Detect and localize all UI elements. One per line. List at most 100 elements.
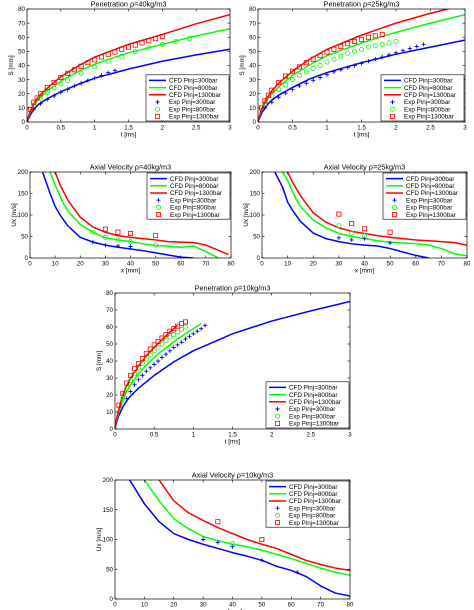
x-tick-label: 40 — [229, 602, 236, 609]
y-tick-label: 20 — [106, 392, 113, 399]
series-line-3 — [258, 9, 451, 122]
data-point-6 — [38, 91, 44, 97]
x-tick-label: 70 — [317, 602, 324, 609]
series-line-2 — [143, 480, 350, 576]
data-point-4 — [259, 558, 264, 563]
data-point-6 — [336, 211, 342, 217]
data-point-6 — [372, 33, 378, 39]
data-point-5 — [393, 38, 399, 44]
x-tick-label: 3 — [348, 432, 352, 439]
series-line-3 — [54, 172, 229, 256]
data-point-4 — [407, 46, 412, 51]
y-tick-label: 100 — [18, 212, 29, 219]
legend-marker-4 — [275, 406, 280, 412]
legend-marker-6 — [274, 420, 280, 426]
data-point-5 — [51, 85, 57, 91]
x-tick-label: 0 — [260, 261, 264, 268]
x-tick-label: 3 — [228, 125, 232, 132]
legend-marker-6 — [274, 520, 280, 526]
data-point-6 — [167, 328, 173, 334]
legend-label-1: CFD Pinj=300bar — [289, 385, 337, 392]
y-tick-label: 10 — [18, 105, 25, 112]
data-point-5 — [331, 56, 337, 62]
series-layer — [41, 172, 229, 258]
legend-label-5: Exp Pinj=800bar — [406, 205, 452, 212]
legend-label-5: Exp Pinj=800bar — [404, 106, 450, 113]
legend-label-3: CFD Pinj=1300bar — [406, 190, 458, 197]
data-point-6 — [127, 230, 133, 236]
legend-label-3: CFD Pinj=1300bar — [289, 399, 341, 406]
data-point-4 — [175, 342, 180, 347]
data-point-4 — [115, 243, 121, 249]
data-point-6 — [102, 226, 108, 232]
data-point-4 — [92, 76, 97, 81]
data-point-4 — [336, 235, 341, 240]
series-line-2 — [115, 322, 202, 429]
data-point-6 — [71, 67, 77, 73]
data-point-6 — [331, 46, 337, 52]
data-point-4 — [171, 345, 176, 350]
series-line-1 — [115, 300, 350, 429]
data-point-5 — [173, 38, 179, 44]
legend-marker-5 — [274, 413, 280, 419]
legend-marker-5 — [155, 204, 161, 210]
legend-box — [265, 381, 350, 429]
y-tick-label: 80 — [249, 6, 256, 13]
data-point-4 — [144, 369, 149, 374]
legend-label-3: CFD Pinj=1300bar — [169, 92, 221, 99]
legend-label-2: CFD Pinj=800bar — [170, 183, 218, 190]
data-point-6 — [135, 361, 141, 367]
y-tick-label: 0 — [25, 255, 29, 262]
y-tick-label: 40 — [106, 358, 113, 365]
data-point-6 — [163, 332, 169, 338]
legend-label-5: Exp Pinj=800bar — [170, 205, 216, 212]
data-point-4 — [276, 95, 281, 100]
series-line-3 — [27, 13, 230, 122]
data-point-6 — [365, 34, 371, 40]
data-point-5 — [336, 223, 342, 229]
data-point-6 — [317, 53, 323, 59]
data-point-4 — [380, 54, 385, 60]
y-tick-label: 150 — [18, 191, 29, 198]
x-tick-label: 50 — [387, 261, 394, 268]
x-tick-label: 0 — [25, 125, 29, 132]
data-point-4 — [338, 67, 343, 72]
legend-label-4: Exp Pinj=300bar — [289, 505, 335, 512]
x-tick-label: 30 — [200, 602, 207, 609]
data-point-6 — [324, 49, 330, 55]
data-point-4 — [167, 348, 172, 353]
data-point-6 — [105, 51, 111, 57]
x-tick-label: 10 — [52, 261, 59, 268]
chart-4: 0 10 20 30 40 50 60 70 80 0 50 100 150 200 Axial Veloc… — [243, 163, 471, 275]
x-tick-label: 30 — [335, 261, 342, 268]
y-tick-label: 200 — [250, 169, 261, 176]
series-line-3 — [286, 172, 467, 246]
data-point-5 — [296, 72, 302, 78]
data-point-6 — [259, 537, 265, 543]
data-point-4 — [359, 61, 364, 66]
y-tick-label: 30 — [249, 77, 256, 84]
data-point-6 — [124, 380, 130, 386]
data-point-4 — [99, 73, 104, 78]
y-tick-label: 50 — [253, 234, 260, 241]
y-tick-label: 0 — [110, 426, 114, 433]
data-point-5 — [31, 102, 37, 108]
x-tick-label: 80 — [228, 261, 235, 268]
data-point-6 — [65, 70, 71, 76]
y-tick-label: 40 — [18, 63, 25, 70]
data-point-6 — [146, 38, 152, 44]
y-tick-label: 30 — [106, 375, 113, 382]
data-point-4 — [38, 101, 43, 106]
data-point-6 — [27, 106, 33, 112]
y-tick-label: 0 — [22, 119, 26, 126]
data-point-5 — [171, 332, 177, 338]
y-tick-label: 50 — [18, 49, 25, 56]
series-line-3 — [158, 480, 350, 572]
data-point-5 — [386, 40, 392, 46]
data-point-4 — [283, 90, 288, 96]
data-point-5 — [78, 70, 84, 76]
x-tick-label: 70 — [202, 261, 209, 268]
